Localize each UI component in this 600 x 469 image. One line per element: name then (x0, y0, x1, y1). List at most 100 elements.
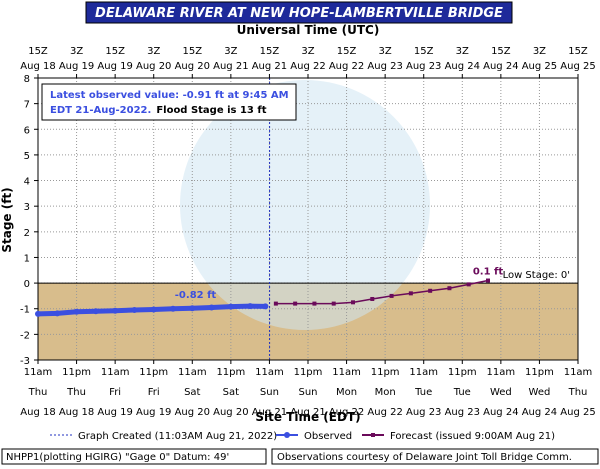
x-tick-label: 11pm (216, 367, 245, 378)
x-tick-label: Aug 18 (59, 407, 94, 418)
x-tick-label: Sun (298, 387, 317, 398)
x2-tick-label: 3Z (70, 46, 83, 57)
forecast-point (312, 301, 317, 306)
y-tick-label: 2 (24, 228, 30, 239)
x-tick-label: Mon (375, 387, 396, 398)
title-bar (85, 1, 513, 24)
x-tick-label: 11pm (448, 367, 477, 378)
observed-point (227, 303, 234, 310)
x-tick-label: 11pm (62, 367, 91, 378)
x-tick-label: 11pm (294, 367, 323, 378)
forecast-point (389, 293, 394, 298)
x-tick-label: Thu (28, 387, 48, 398)
observed-point (170, 305, 176, 312)
series-line (275, 279, 489, 305)
x-tick-label: Wed (529, 387, 551, 398)
y-tick-label: 5 (24, 151, 30, 162)
x2-axis-label: Universal Time (UTC) (237, 23, 380, 37)
x-tick-label: 11am (409, 367, 438, 378)
y-tick-label: -2 (20, 330, 30, 341)
x-tick-label: 11pm (525, 367, 554, 378)
x2-tick-label: Aug 22 (290, 61, 325, 72)
observed-point (150, 306, 157, 313)
x2-tick-label: 15Z (337, 46, 357, 57)
x-tick-label: 11am (332, 367, 361, 378)
forecast-point (447, 286, 452, 291)
x2-tick-label: Aug 18 (20, 61, 55, 72)
x-tick-label: 11am (255, 367, 284, 378)
x2-tick-label: 3Z (301, 46, 314, 57)
x-tick-label: Aug 23 (406, 407, 441, 418)
x-tick-label: Aug 18 (20, 407, 55, 418)
x2-tick-label: 15Z (491, 46, 511, 57)
y-tick-label: -3 (20, 356, 30, 367)
forecast-point (408, 291, 413, 296)
x-tick-label: 11am (101, 367, 130, 378)
x-tick-label: Aug 21 (290, 407, 325, 418)
x-tick-label: Aug 24 (522, 407, 557, 418)
plot-frame (37, 77, 579, 361)
y-tick-label: 7 (24, 100, 30, 111)
x2-tick-label: Aug 23 (406, 61, 441, 72)
x2-tick-label: Aug 24 (445, 61, 480, 72)
y-tick-label: 3 (24, 202, 30, 213)
legend-label: Observed (304, 431, 352, 442)
x-tick-label: Thu (66, 387, 86, 398)
x2-tick-label: Aug 25 (560, 61, 595, 72)
x2-tick-label: Aug 19 (97, 61, 132, 72)
forecast-point (428, 288, 433, 293)
x2-tick-label: 15Z (182, 46, 202, 57)
forecast-point (331, 301, 336, 306)
footer-box (1, 448, 267, 465)
observed-point (262, 303, 269, 310)
x-tick-label: Tue (453, 387, 471, 398)
forecast-point (370, 296, 375, 301)
legend-marker (284, 432, 290, 438)
legend-label: Forecast (issued 9:00AM Aug 21) (390, 431, 555, 442)
x2-tick-label: 3Z (224, 46, 237, 57)
legend-label: Graph Created (11:03AM Aug 21, 2022) (78, 431, 277, 442)
x-tick-label: 11pm (371, 367, 400, 378)
legend-marker (371, 433, 375, 437)
footer-text: Observations courtesy of Delaware Joint … (277, 452, 572, 463)
low-stage-label: Low Stage: 0' (503, 270, 570, 281)
footer-box (271, 448, 599, 465)
x-tick-label: Thu (568, 387, 588, 398)
observed-point (189, 305, 196, 312)
y-axis-label: Stage (ft) (0, 187, 14, 252)
x-tick-label: Aug 22 (329, 407, 364, 418)
x-tick-label: Aug 20 (175, 407, 210, 418)
x-tick-label: Mon (336, 387, 357, 398)
x2-tick-label: 3Z (533, 46, 546, 57)
info-flood: Flood Stage is 13 ft (156, 105, 266, 116)
observed-point (247, 303, 254, 310)
x-tick-label: Sat (223, 387, 239, 398)
x-tick-label: Fri (109, 387, 121, 398)
x2-tick-label: 15Z (105, 46, 125, 57)
x-tick-label: Aug 19 (97, 407, 132, 418)
footer-text: NHPP1(plotting HGIRG) "Gage 0" Datum: 49… (6, 452, 229, 463)
forecast-point (486, 278, 490, 283)
y-tick-label: -1 (20, 305, 30, 316)
x-tick-label: Sat (184, 387, 200, 398)
annotation: -0.82 ft (175, 290, 217, 301)
x-tick-label: Aug 22 (367, 407, 402, 418)
forecast-point (273, 301, 278, 306)
x-tick-label: Wed (490, 387, 512, 398)
observed-point (112, 307, 119, 314)
x2-tick-label: 15Z (414, 46, 434, 57)
x2-tick-label: 3Z (456, 46, 469, 57)
x2-tick-label: Aug 20 (175, 61, 210, 72)
info-text: EDT 21-Aug-2022. Flood Stage is 13 ft (50, 105, 267, 116)
x-tick-label: Fri (148, 387, 160, 398)
y-tick-label: 0 (24, 279, 30, 290)
noaa-watermark (180, 80, 430, 330)
x2-tick-label: Aug 22 (329, 61, 364, 72)
x-axis-label: Site Time (EDT) (255, 410, 360, 424)
x-tick-label: Aug 20 (213, 407, 248, 418)
observed-point (131, 307, 138, 314)
x-tick-label: Aug 24 (483, 407, 518, 418)
x2-tick-label: 15Z (28, 46, 48, 57)
y-tick-label: 1 (24, 253, 30, 264)
forecast-point (293, 301, 298, 306)
